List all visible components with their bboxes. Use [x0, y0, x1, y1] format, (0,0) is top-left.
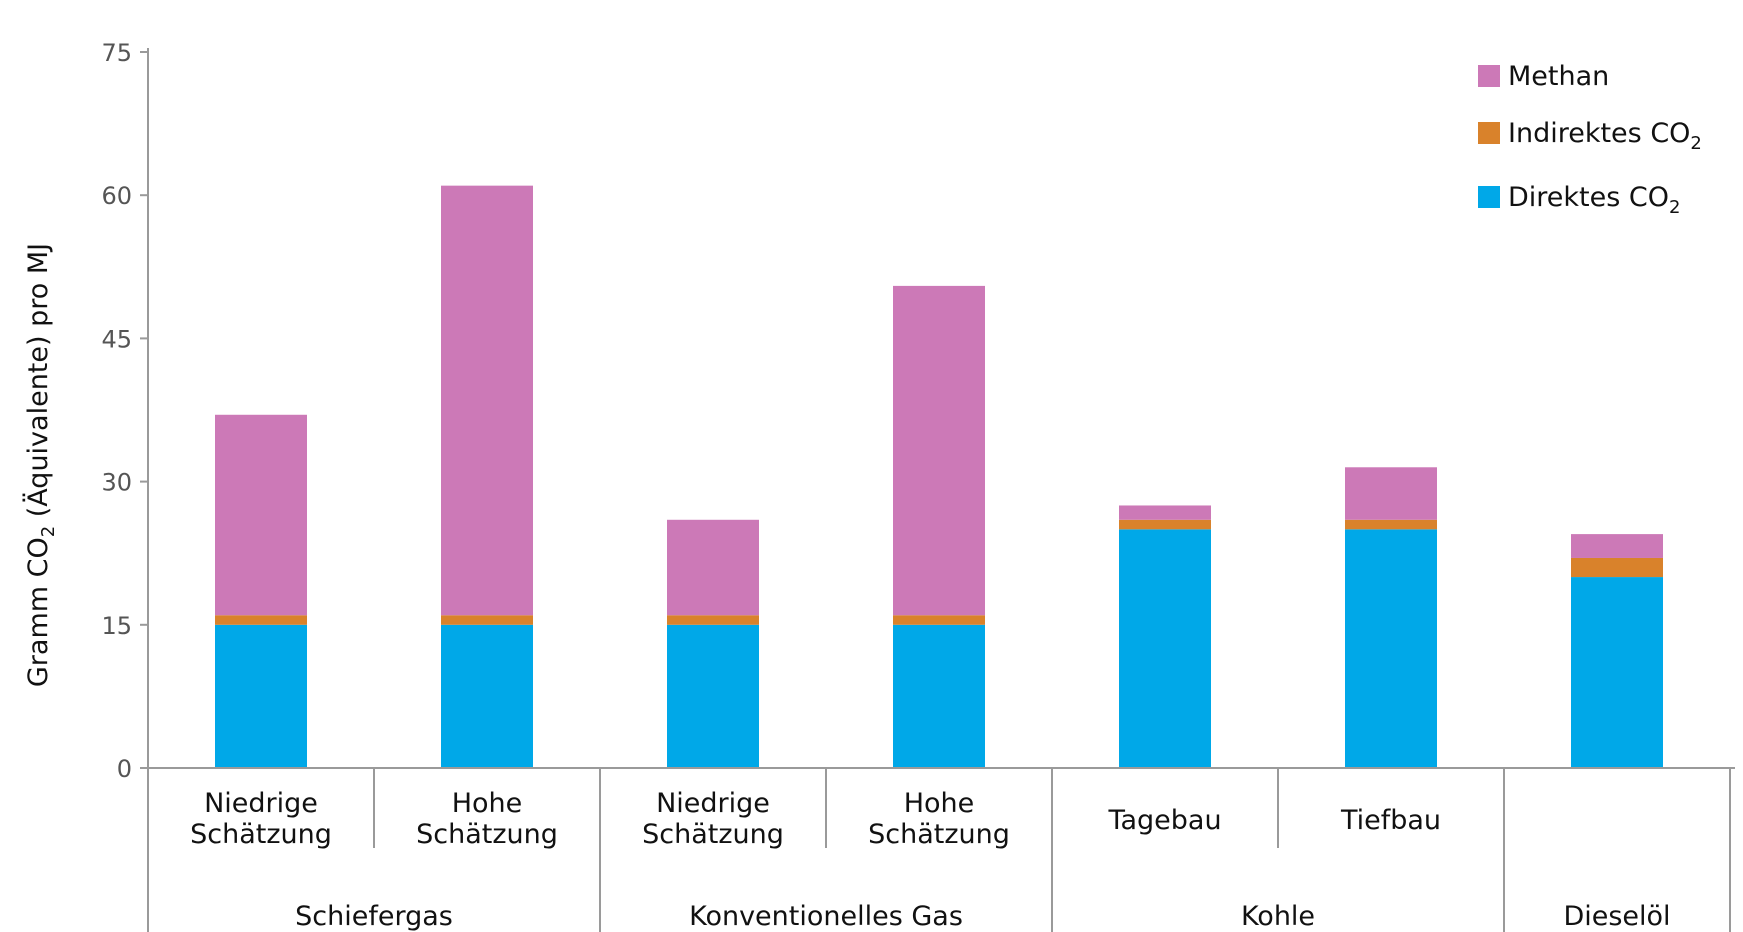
y-tick-label: 75	[101, 39, 132, 67]
bars	[215, 185, 1663, 768]
category-label: Hohe	[452, 788, 523, 819]
legend-label: Direktes CO2	[1508, 182, 1680, 218]
bar-segment	[441, 615, 533, 625]
category-label: Niedrige	[656, 788, 770, 819]
bar-segment	[1345, 529, 1437, 768]
bar-segment	[667, 624, 759, 768]
legend-swatch	[1478, 122, 1500, 144]
category-label: Schätzung	[642, 819, 784, 850]
bar-segment	[215, 624, 307, 768]
y-axis-title: Gramm CO2 (Äquivalente) pro MJ	[22, 243, 59, 687]
y-tick-label: 45	[101, 325, 132, 353]
bar-segment	[1119, 529, 1211, 768]
group-label: Dieselöl	[1563, 901, 1670, 932]
y-axis-title-text: Gramm CO2 (Äquivalente) pro MJ	[22, 243, 59, 687]
category-label: Schätzung	[868, 819, 1010, 850]
y-axis: 0 15 30 45 60 75	[101, 39, 149, 783]
bar-segment	[1119, 519, 1211, 530]
bar-segment	[1119, 505, 1211, 520]
y-tick-label: 60	[101, 182, 132, 210]
category-label: Tagebau	[1107, 805, 1221, 836]
bar-segment	[215, 615, 307, 625]
bar-segment	[1571, 534, 1663, 558]
y-tick-label: 30	[101, 469, 132, 497]
bar-segment	[893, 624, 985, 768]
bar-segment	[1345, 519, 1437, 530]
bar-segment	[441, 185, 533, 616]
category-label: Hohe	[904, 788, 975, 819]
y-axis-title-part-2: (Äquivalente) pro MJ	[22, 243, 54, 526]
category-label: Tiefbau	[1340, 805, 1441, 836]
legend-label: Indirektes CO2	[1508, 118, 1702, 154]
legend-label-subscript: 2	[1690, 133, 1701, 154]
x-axis: NiedrigeSchätzungHoheSchätzungNiedrigeSc…	[140, 767, 1735, 932]
bar-segment	[893, 615, 985, 625]
group-label: Kohle	[1241, 901, 1315, 932]
y-axis-title-subscript: 2	[38, 526, 59, 537]
y-tick-label: 0	[117, 755, 132, 783]
bar-segment	[1571, 577, 1663, 768]
category-label: Niedrige	[204, 788, 318, 819]
legend-label: Methan	[1508, 61, 1609, 92]
bar-segment	[667, 615, 759, 625]
legend-swatch	[1478, 186, 1500, 208]
category-label: Schätzung	[416, 819, 558, 850]
group-label: Konventionelles Gas	[689, 901, 963, 932]
group-label: Schiefergas	[295, 901, 453, 932]
bar-segment	[1345, 467, 1437, 520]
y-axis-title-part-1: Gramm CO	[23, 537, 54, 687]
legend-label-subscript: 2	[1669, 197, 1680, 218]
bar-segment	[893, 285, 985, 616]
legend-swatch	[1478, 65, 1500, 87]
bar-segment	[441, 624, 533, 768]
y-tick-label: 15	[101, 612, 132, 640]
bar-segment	[667, 519, 759, 616]
legend-label-text: Indirektes CO	[1508, 118, 1690, 149]
category-label: Schätzung	[190, 819, 332, 850]
legend-label-text: Methan	[1508, 61, 1609, 92]
bar-segment	[1571, 557, 1663, 578]
legend-label-text: Direktes CO	[1508, 182, 1669, 213]
bar-segment	[215, 414, 307, 616]
